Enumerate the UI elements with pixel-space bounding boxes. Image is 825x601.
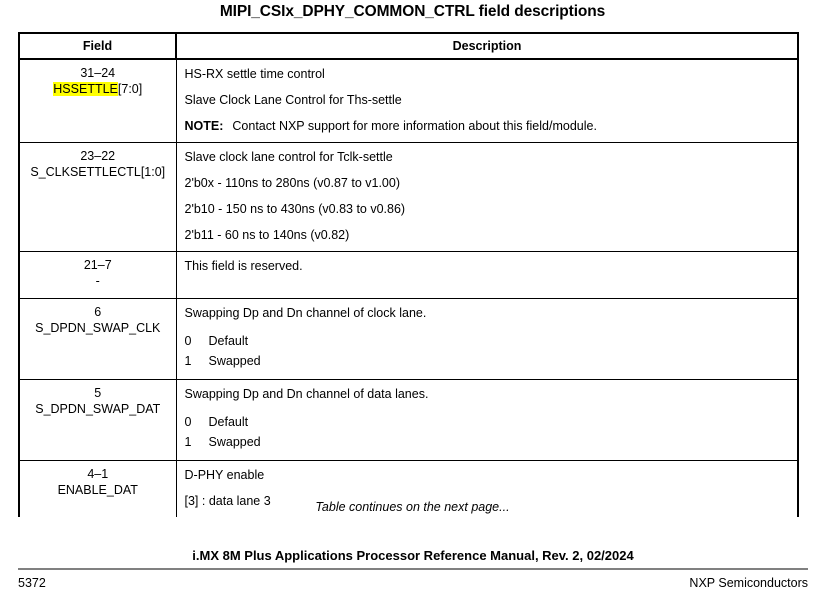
table-row: 21–7 - This field is reserved. (18, 251, 799, 299)
description-line: [3] : data lane 3 (184, 494, 271, 508)
enum-row: 0 Default (185, 331, 792, 351)
description-cell: Slave clock lane control for Tclk-settle… (176, 142, 799, 252)
field-bit-range: 4–1 (87, 467, 109, 481)
field-name-suffix: [7:0] (117, 82, 143, 96)
page-footer: i.MX 8M Plus Applications Processor Refe… (18, 548, 808, 590)
description-cell: This field is reserved. (176, 251, 799, 299)
enum-row: 1 Swapped (185, 432, 792, 452)
enum-list: 0 Default 1 Swapped (185, 412, 792, 452)
field-cell: 4–1 ENABLE_DAT (18, 460, 177, 517)
description-line: D-PHY enable (184, 468, 265, 482)
description-cell: Swapping Dp and Dn channel of clock lane… (176, 298, 799, 380)
field-cell: 6 S_DPDN_SWAP_CLK (18, 298, 177, 380)
table-body: 31–24 HSSETTLE[7:0] HS-RX settle time cont… (18, 58, 799, 517)
enum-value: 0 (184, 334, 192, 348)
column-header-description: Description (175, 32, 799, 60)
field-cell: 21–7 - (18, 251, 177, 299)
description-note: NOTE: Contact NXP support for more inform… (185, 118, 792, 134)
description-line: 2'b0x - 110ns to 280ns (v0.87 to v1.00) (184, 176, 401, 190)
table-row: 5 S_DPDN_SWAP_DAT Swapping Dp and Dn chann… (18, 379, 799, 461)
description-line: HS-RX settle time control (184, 67, 325, 81)
field-name: S_DPDN_SWAP_CLK (35, 321, 161, 335)
enum-label: Swapped (208, 435, 261, 449)
enum-row: 1 Swapped (185, 351, 792, 371)
description-line: Slave clock lane control for Tclk-settle (184, 150, 393, 164)
field-bit-range: 21–7 (83, 258, 112, 272)
description-line: Slave Clock Lane Control for Ths-settle (184, 93, 402, 107)
footer-document-title: i.MX 8M Plus Applications Processor Refe… (192, 548, 634, 563)
table-continues-note: Table continues on the next page... (315, 500, 510, 514)
enum-value: 1 (184, 435, 192, 449)
enum-label: Swapped (208, 354, 261, 368)
page-title: MIPI_CSIx_DPHY_COMMON_CTRL field descrip… (219, 3, 606, 20)
description-cell: Swapping Dp and Dn channel of data lanes… (176, 379, 799, 461)
field-name: - (95, 274, 100, 288)
footer-row: 5372 NXP Semiconductors (18, 570, 808, 590)
table-row: 4–1 ENABLE_DAT D-PHY enable [3] : data lane… (18, 460, 799, 517)
field-name: S_CLKSETTLECTL[1:0] (30, 165, 166, 179)
description-line: Swapping Dp and Dn channel of clock lane… (184, 306, 427, 320)
field-cell: 23–22 S_CLKSETTLECTL[1:0] (18, 142, 177, 252)
enum-label: Default (208, 415, 249, 429)
description-cell: D-PHY enable [3] : data lane 3 (176, 460, 799, 517)
column-header-field: Field (18, 32, 177, 60)
description-line: This field is reserved. (184, 259, 303, 273)
enum-list: 0 Default 1 Swapped (185, 331, 792, 371)
table-header-row: Field Description (18, 32, 799, 60)
field-cell: 31–24 HSSETTLE[7:0] (18, 58, 177, 143)
field-name-highlight: HSSETTLE (53, 82, 118, 96)
table-row: 23–22 S_CLKSETTLECTL[1:0] Slave clock lane… (18, 142, 799, 252)
field-bit-range: 23–22 (80, 149, 116, 163)
field-bit-range: 5 (94, 386, 102, 400)
note-label: NOTE: (184, 119, 224, 133)
description-cell: HS-RX settle time control Slave Clock Lan… (176, 58, 799, 143)
enum-label: Default (208, 334, 249, 348)
field-bit-range: 6 (94, 305, 102, 319)
field-name: ENABLE_DAT (57, 483, 138, 497)
table-row: 6 S_DPDN_SWAP_CLK Swapping Dp and Dn chann… (18, 298, 799, 380)
field-name: S_DPDN_SWAP_DAT (35, 402, 161, 416)
field-cell: 5 S_DPDN_SWAP_DAT (18, 379, 177, 461)
field-bit-range: 31–24 (80, 66, 116, 80)
enum-value: 1 (184, 354, 192, 368)
enum-value: 0 (184, 415, 192, 429)
footer-company: NXP Semiconductors (689, 576, 808, 590)
note-text: Contact NXP support for more information… (232, 119, 597, 133)
enum-row: 0 Default (185, 412, 792, 432)
field-name: HSSETTLE[7:0] (20, 81, 176, 98)
table-row: 31–24 HSSETTLE[7:0] HS-RX settle time cont… (18, 58, 799, 143)
description-line: 2'b11 - 60 ns to 140ns (v0.82) (184, 228, 350, 242)
footer-page-number: 5372 (18, 576, 46, 590)
description-line: Swapping Dp and Dn channel of data lanes… (184, 387, 429, 401)
description-line: 2'b10 - 150 ns to 430ns (v0.83 to v0.86) (184, 202, 406, 216)
field-descriptions-table: Field Description 31–24 HSSETTLE[7:0] HS-R… (18, 32, 799, 517)
footer-divider (18, 568, 808, 570)
